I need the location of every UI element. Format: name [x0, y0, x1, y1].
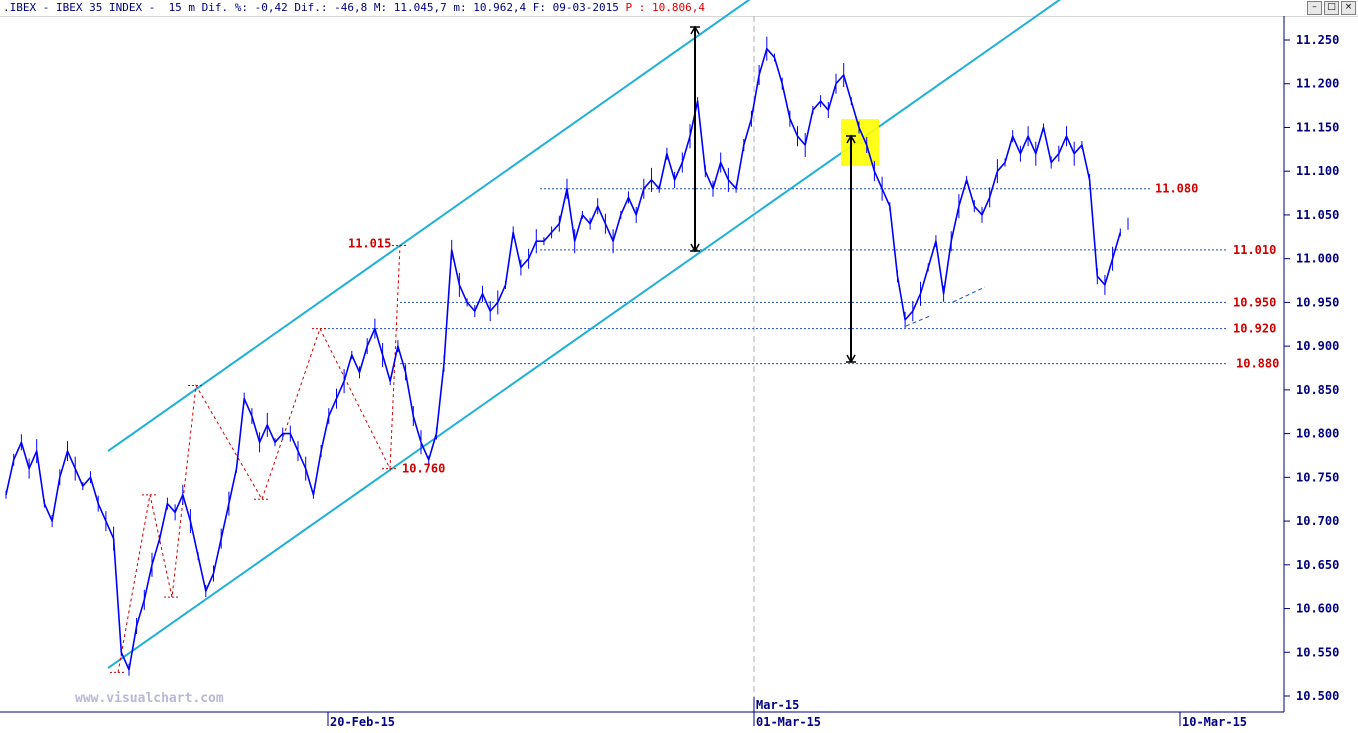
- maximize-button[interactable]: □: [1324, 1, 1339, 15]
- y-tick-label: 11.200: [1296, 77, 1339, 91]
- measurement-arrows: [690, 25, 856, 364]
- level-label: 11.080: [1155, 182, 1198, 196]
- price-annotation-label: 10.760: [402, 462, 445, 476]
- x-axis: 20-Feb-15 01-Mar-15 10-Mar-15 Mar-15: [0, 697, 1284, 729]
- y-tick-label: 10.600: [1296, 602, 1339, 616]
- price-series: [6, 36, 1128, 676]
- support-dashed: [905, 315, 931, 327]
- y-tick-label: 10.650: [1296, 558, 1339, 572]
- channel-upper-line: [107, 0, 751, 452]
- zigzag-swings: [110, 245, 408, 673]
- watermark: www.visualchart.com: [75, 691, 224, 706]
- chart-header-bar: .IBEX - IBEX 35 INDEX - 15 m Dif. %: -0,…: [0, 0, 1358, 17]
- level-label: 11.010: [1233, 243, 1276, 257]
- last-price: P : 10.806,4: [625, 1, 706, 14]
- channel-lower-line: [107, 0, 1062, 669]
- y-tick-label: 11.150: [1296, 120, 1339, 134]
- close-button[interactable]: ×: [1341, 1, 1356, 15]
- y-tick-label: 10.950: [1296, 295, 1339, 309]
- level-label: 10.920: [1233, 322, 1276, 336]
- price-annotation-label: 11.015: [348, 237, 391, 251]
- minimize-button[interactable]: –: [1307, 1, 1322, 15]
- level-label: 10.950: [1233, 295, 1276, 309]
- y-tick-label: 10.700: [1296, 514, 1339, 528]
- support-dashed: [952, 286, 986, 303]
- trend-channel: [107, 0, 1062, 669]
- instrument-info: .IBEX - IBEX 35 INDEX - 15 m Dif. %: -0,…: [3, 1, 626, 14]
- price-line: [6, 49, 1128, 670]
- chart-header: .IBEX - IBEX 35 INDEX - 15 m Dif. %: -0,…: [3, 1, 705, 14]
- horizontal-levels: 11.080 11.010 10.950 10.920 10.880: [320, 182, 1279, 371]
- y-tick-label: 10.750: [1296, 470, 1339, 484]
- y-tick-label: 11.100: [1296, 164, 1339, 178]
- y-tick-label: 10.850: [1296, 383, 1339, 397]
- month-label: Mar-15: [756, 698, 799, 712]
- y-tick-label: 11.250: [1296, 33, 1339, 47]
- x-tick-label: 10-Mar-15: [1182, 715, 1247, 729]
- y-tick-label: 11.050: [1296, 208, 1339, 222]
- price-annotations: 11.015 10.760: [348, 237, 445, 476]
- level-label: 10.880: [1236, 357, 1279, 371]
- zigzag-path: [117, 245, 401, 673]
- y-tick-label: 10.500: [1296, 689, 1339, 703]
- y-tick-label: 11.000: [1296, 252, 1339, 266]
- x-tick-label: 20-Feb-15: [330, 715, 395, 729]
- y-axis: 11.250 11.200 11.150 11.100 11.050 11.000 10.9…: [1283, 16, 1339, 712]
- window-controls: – □ ×: [1307, 1, 1356, 15]
- y-tick-label: 10.800: [1296, 427, 1339, 441]
- x-tick-label: 01-Mar-15: [756, 715, 821, 729]
- y-tick-label: 10.550: [1296, 645, 1339, 659]
- y-tick-label: 10.900: [1296, 339, 1339, 353]
